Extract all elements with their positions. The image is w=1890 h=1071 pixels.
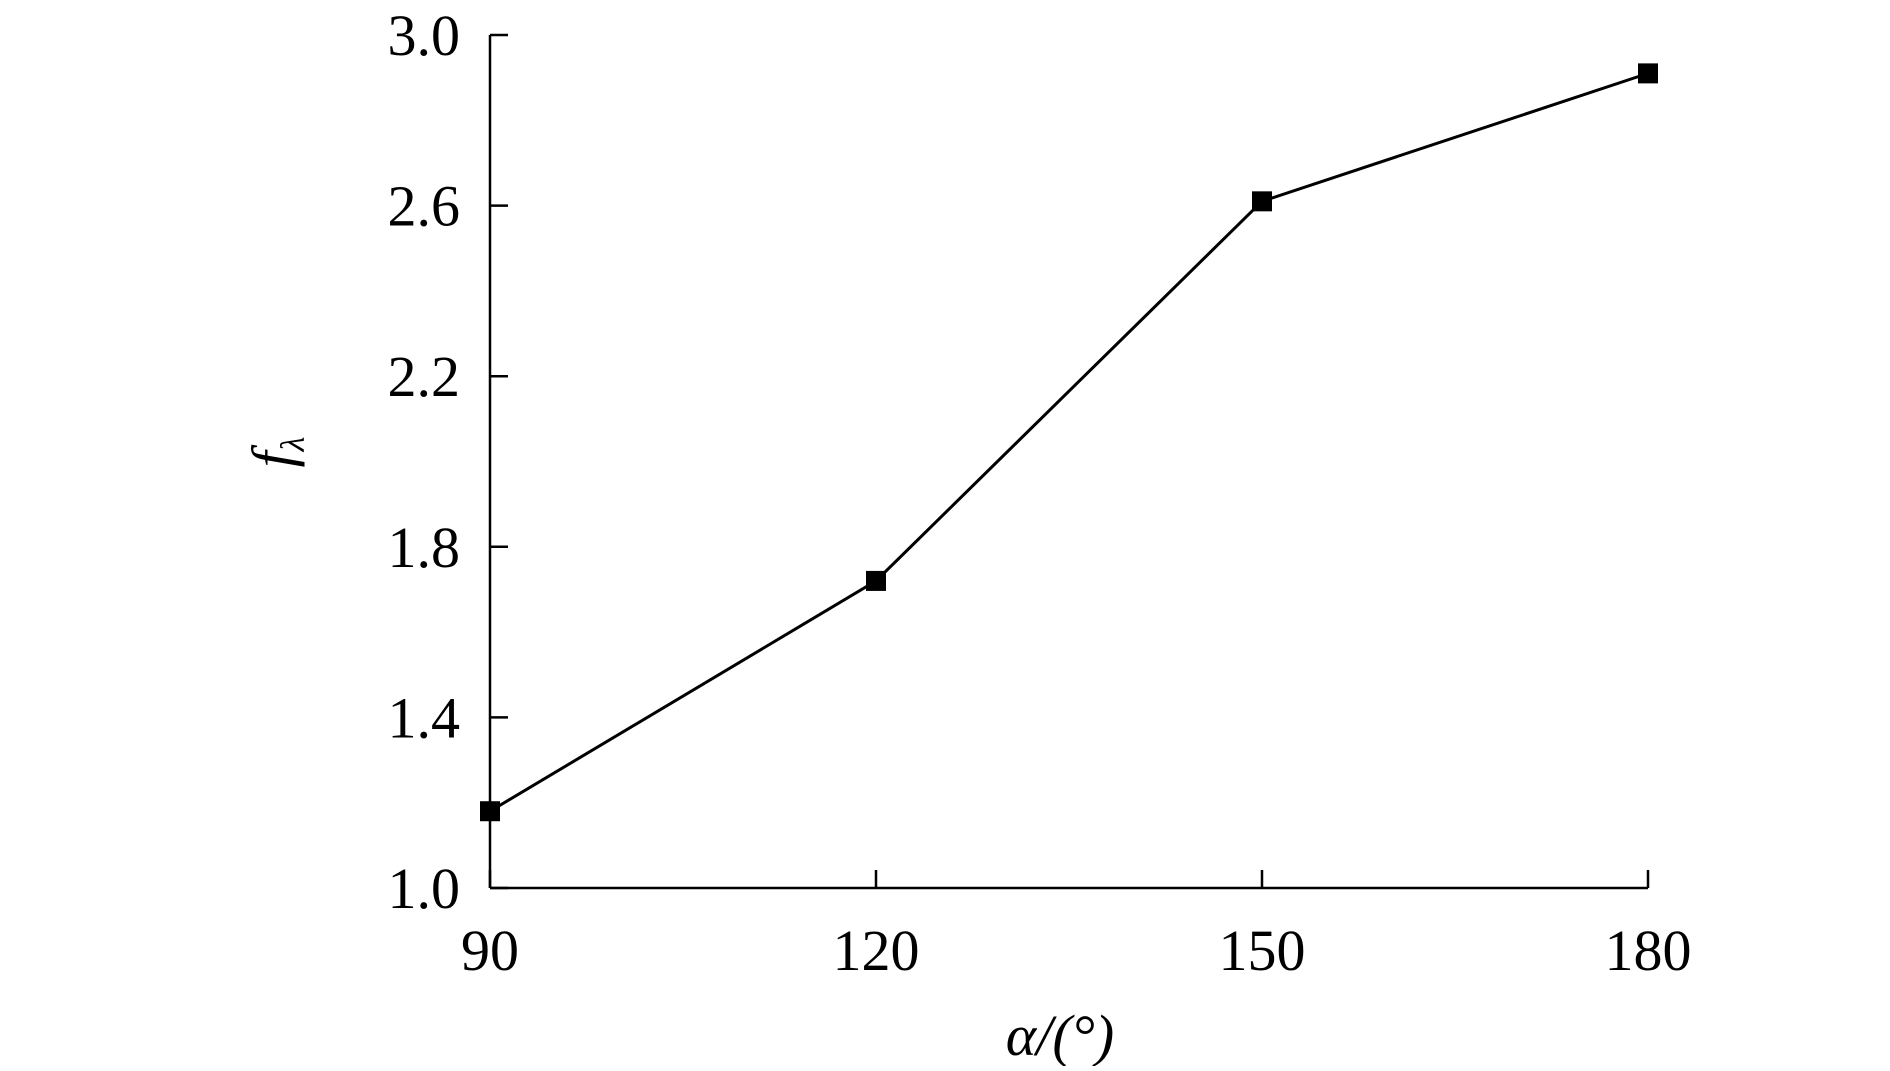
x-axis-title: α/(°) bbox=[1006, 1003, 1114, 1066]
axes bbox=[488, 35, 1648, 890]
x-tick-label: 120 bbox=[833, 918, 920, 983]
y-tick-label: 2.6 bbox=[388, 174, 461, 239]
x-axis-ticks: 90 120 150 180 bbox=[461, 870, 1692, 983]
x-tick-label: 150 bbox=[1219, 918, 1306, 983]
y-tick-label: 3.0 bbox=[388, 3, 461, 68]
y-axis-title: fλ bbox=[240, 437, 312, 468]
y-tick-label: 1.0 bbox=[388, 856, 461, 921]
x-tick-label: 90 bbox=[461, 918, 519, 983]
series-group bbox=[489, 71, 1649, 813]
y-tick-label: 1.4 bbox=[388, 685, 461, 750]
x-tick-label: 180 bbox=[1605, 918, 1692, 983]
y-tick-label: 2.2 bbox=[388, 344, 461, 409]
y-axis-ticks: 1.0 1.4 1.8 2.2 2.6 3.0 bbox=[388, 3, 508, 921]
series-line bbox=[489, 71, 1649, 813]
data-point-marker bbox=[866, 570, 886, 591]
y-tick-label: 1.8 bbox=[388, 515, 461, 580]
data-point-marker bbox=[1638, 63, 1658, 84]
markers-group bbox=[480, 63, 1658, 822]
data-point-marker bbox=[480, 801, 500, 822]
y-axis-title-subscript: λ bbox=[275, 437, 312, 453]
data-point-marker bbox=[1252, 191, 1272, 212]
